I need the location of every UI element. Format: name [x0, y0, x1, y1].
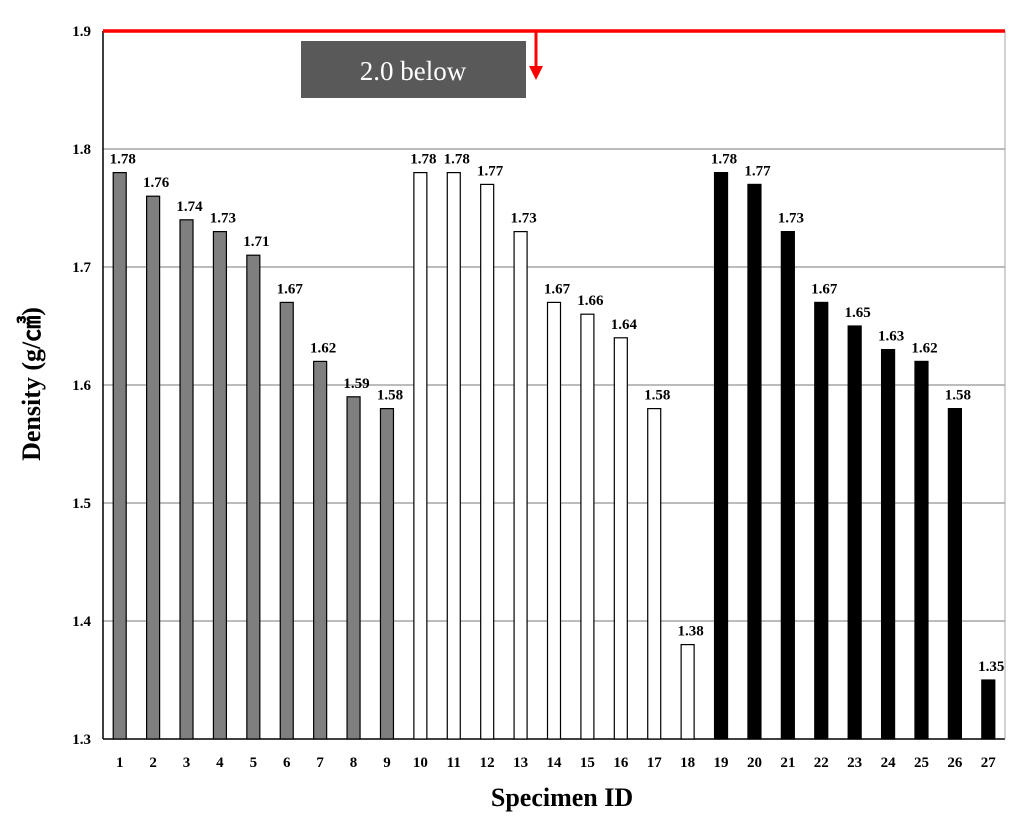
x-tick-label: 1 — [116, 755, 124, 771]
x-tick-label: 27 — [981, 755, 997, 771]
bar — [546, 301, 562, 740]
data-label: 1.62 — [310, 340, 336, 356]
bar — [780, 231, 795, 740]
data-label: 1.67 — [811, 281, 838, 297]
y-tick-label: 1.6 — [72, 378, 91, 394]
data-label: 1.67 — [544, 281, 571, 297]
bar — [313, 360, 328, 740]
annotation-box — [301, 41, 526, 98]
x-tick-label: 24 — [881, 755, 897, 771]
x-tick-label: 10 — [413, 755, 428, 771]
bar — [346, 396, 361, 740]
data-label: 1.58 — [377, 388, 403, 404]
x-tick-label: 8 — [350, 755, 358, 771]
data-label: 1.74 — [176, 199, 203, 215]
annotation-callout: 2.0 below — [301, 31, 543, 98]
x-tick-label: 4 — [216, 755, 224, 771]
bar — [112, 172, 127, 740]
x-tick-label: 26 — [947, 755, 963, 771]
bar — [847, 325, 862, 740]
bar — [179, 219, 194, 740]
tick-labels: 1.31.41.51.61.71.81.91 2 3 4 5 6 7 8 9 10 11 12 13 14… — [72, 24, 996, 771]
bar — [947, 408, 962, 740]
data-label: 1.38 — [678, 624, 704, 640]
annotation-arrow-head — [529, 66, 543, 80]
data-label: 1.67 — [277, 281, 304, 297]
bar — [814, 301, 829, 740]
x-tick-label: 11 — [447, 755, 461, 771]
bar — [613, 337, 628, 740]
bar — [680, 643, 695, 740]
x-tick-label: 13 — [513, 755, 528, 771]
bar — [379, 408, 395, 740]
bar — [713, 172, 729, 740]
bar — [580, 313, 595, 740]
bar — [914, 360, 929, 740]
data-label: 1.62 — [911, 340, 937, 356]
x-tick-label: 21 — [780, 755, 795, 771]
bar — [880, 349, 896, 740]
x-tick-label: 16 — [613, 755, 629, 771]
bar — [647, 408, 662, 740]
data-label: 1.64 — [611, 317, 638, 333]
x-tick-label: 14 — [547, 755, 563, 771]
x-tick-label: 20 — [747, 755, 762, 771]
x-tick-label: 25 — [914, 755, 929, 771]
data-label: 1.73 — [510, 211, 536, 227]
bar — [246, 254, 261, 740]
y-tick-label: 1.9 — [72, 24, 91, 40]
bar — [279, 301, 294, 740]
data-label: 1.35 — [978, 659, 1004, 675]
x-tick-label: 12 — [480, 755, 495, 771]
data-label: 1.59 — [343, 376, 369, 392]
data-label: 1.65 — [845, 305, 871, 321]
annotation-text: 2.0 below — [360, 56, 467, 86]
x-tick-label: 17 — [647, 755, 663, 771]
data-label: 1.73 — [778, 211, 804, 227]
x-tick-label: 18 — [680, 755, 695, 771]
bar — [446, 172, 461, 740]
data-labels: 1.78 1.76 1.74 1.73 1.71 1.67 1.62 1.59 1.58 1.78… — [110, 152, 1005, 675]
bar — [413, 172, 428, 740]
data-label: 1.63 — [878, 329, 904, 345]
data-label: 1.77 — [477, 163, 504, 179]
y-axis-title: Density (g/㎤) — [16, 307, 46, 461]
data-label: 1.78 — [410, 152, 436, 168]
y-tick-label: 1.5 — [72, 496, 91, 512]
data-label: 1.78 — [711, 152, 737, 168]
bar — [513, 231, 528, 740]
x-tick-label: 3 — [183, 755, 191, 771]
x-tick-label: 23 — [847, 755, 862, 771]
bar — [480, 183, 495, 740]
x-tick-label: 2 — [149, 755, 157, 771]
bar — [747, 183, 762, 740]
y-tick-label: 1.8 — [72, 142, 91, 158]
data-label: 1.77 — [744, 163, 771, 179]
x-axis-title: Specimen ID — [491, 783, 633, 812]
data-label: 1.78 — [444, 152, 470, 168]
data-label: 1.58 — [945, 388, 971, 404]
x-tick-label: 7 — [316, 755, 324, 771]
bar — [146, 195, 161, 740]
data-label: 1.58 — [644, 388, 670, 404]
x-tick-label: 22 — [814, 755, 829, 771]
bar — [212, 231, 228, 740]
x-tick-label: 6 — [283, 755, 291, 771]
data-label: 1.76 — [143, 175, 170, 191]
data-label: 1.66 — [577, 293, 604, 309]
y-tick-label: 1.4 — [72, 614, 91, 630]
bar — [981, 679, 996, 740]
bars — [112, 172, 996, 740]
x-tick-label: 15 — [580, 755, 595, 771]
data-label: 1.73 — [210, 211, 236, 227]
data-label: 1.71 — [243, 234, 269, 250]
x-tick-label: 5 — [250, 755, 258, 771]
x-tick-label: 9 — [383, 755, 391, 771]
x-tick-label: 19 — [714, 755, 729, 771]
data-label: 1.78 — [110, 152, 136, 168]
y-tick-label: 1.3 — [72, 732, 91, 748]
y-tick-label: 1.7 — [72, 260, 91, 276]
